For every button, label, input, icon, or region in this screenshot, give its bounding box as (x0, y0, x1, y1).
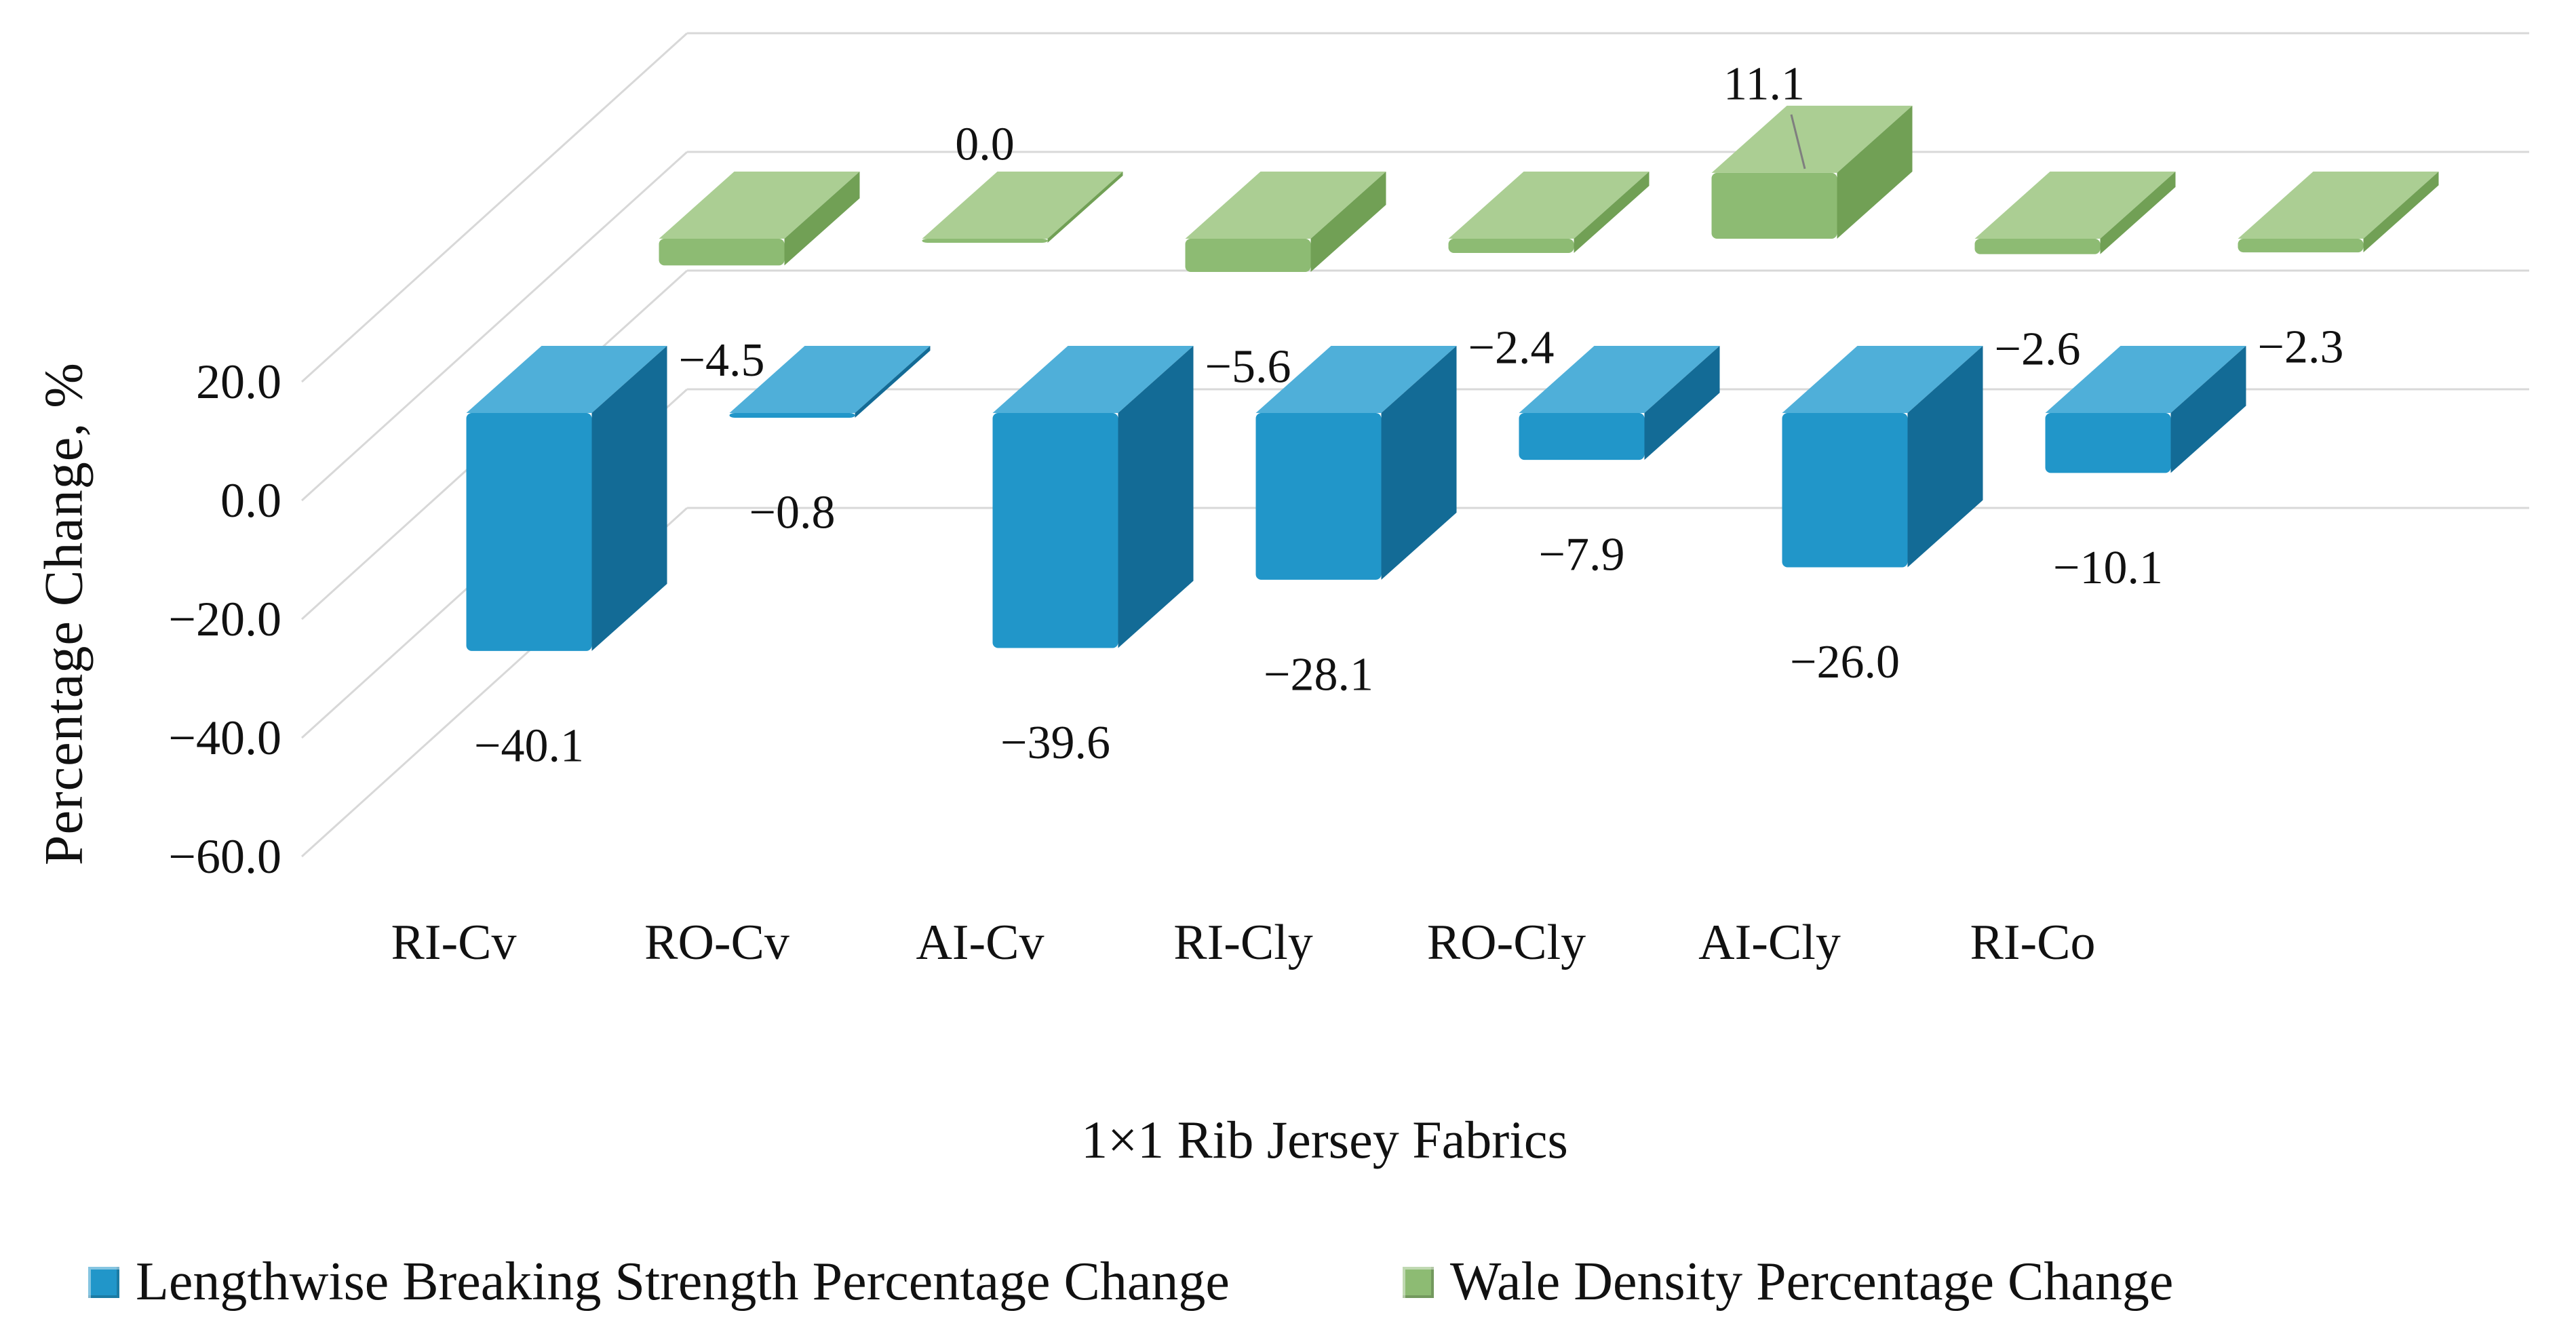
bar-front-face (992, 413, 1118, 648)
data-label: −40.1 (474, 720, 584, 772)
bar-side-face (1047, 172, 1123, 243)
x-axis-category-label: RO-Cly (1427, 915, 1586, 970)
bar-top-face (1255, 346, 1457, 413)
data-label: −39.6 (1000, 717, 1110, 769)
data-label: −4.5 (679, 334, 765, 387)
y-axis-title: Percentage Change, % (34, 362, 94, 865)
bar-front-face (2045, 413, 2171, 473)
bar-side-face (1837, 105, 1913, 239)
data-label: −10.1 (2053, 542, 2163, 594)
bar-side-face (2170, 346, 2246, 473)
bar-front-face (2238, 239, 2364, 253)
bar-top-face (1974, 172, 2176, 239)
bar-front-face (1782, 413, 1908, 568)
bar-top-face (729, 346, 931, 413)
bar-top-face (1185, 172, 1386, 239)
x-axis-category-label: RO-Cv (644, 915, 789, 970)
x-axis-category-label: AI-Cv (916, 915, 1044, 970)
bar-side-face (1381, 346, 1457, 580)
bar-front-face (1711, 172, 1837, 239)
legend-item-breaking-strength: Lengthwise Breaking Strength Percentage … (88, 1251, 1230, 1313)
data-label: −5.6 (1205, 341, 1291, 393)
y-axis-tick-label: 20.0 (196, 355, 281, 409)
bar-front-face (1448, 239, 1574, 253)
bar-front-face (1519, 413, 1645, 460)
bar-front-face (659, 239, 785, 266)
bar-top-face (2045, 346, 2246, 413)
data-label: −28.1 (1264, 648, 1373, 701)
data-label: 11.1 (1723, 58, 1805, 110)
legend-item-wale-density: Wale Density Percentage Change (1402, 1251, 2174, 1313)
x-axis-category-label: RI-Cv (391, 915, 517, 970)
gridline-side-wall (300, 151, 688, 502)
legend-label-breaking-strength: Lengthwise Breaking Strength Percentage … (136, 1252, 1230, 1312)
bar-top-face (992, 346, 1194, 413)
bar-side-face (2100, 172, 2176, 254)
bar-side-face (1907, 346, 1983, 568)
bar-top-face (2238, 172, 2439, 239)
bar-front-face (729, 413, 855, 418)
y-axis-tick-label: −60.0 (168, 829, 281, 884)
y-axis-tick-label: −40.0 (168, 711, 281, 765)
y-axis-tick-label: −20.0 (168, 592, 281, 646)
bar-side-face (784, 172, 860, 266)
legend: Lengthwise Breaking Strength Percentage … (88, 1251, 2173, 1313)
bar-side-face (1118, 346, 1194, 648)
legend-swatch-wale-density-icon (1402, 1266, 1434, 1298)
bar-front-face (466, 413, 592, 651)
x-axis-category-label: RI-Co (1970, 915, 2096, 970)
data-label: 0.0 (955, 119, 1015, 171)
x-axis-category-label: RI-Cly (1173, 915, 1313, 970)
bar-top-face (1448, 172, 1650, 239)
data-label: −7.9 (1539, 529, 1625, 581)
bar-top-face (1782, 346, 1983, 413)
bar-side-face (855, 346, 931, 418)
x-axis-title: 1×1 Rib Jersey Fabrics (1081, 1110, 1568, 1169)
bar-front-face (1185, 239, 1311, 272)
bar-front-face (922, 239, 1048, 243)
bar-front-face (1255, 413, 1382, 580)
bar-top-face (1711, 105, 1913, 173)
bar-top-face (922, 172, 1123, 239)
bar-side-face (1310, 172, 1386, 272)
x-axis-category-label: AI-Cly (1698, 915, 1841, 970)
data-label: −0.8 (749, 487, 836, 539)
data-label: −2.3 (2258, 321, 2344, 374)
gridline-side-wall (300, 32, 688, 383)
bar-top-face (1519, 346, 1720, 413)
bar-top-face (466, 346, 667, 413)
y-axis-tick-label: 0.0 (220, 473, 281, 528)
bar-front-face (1974, 239, 2101, 254)
legend-swatch-breaking-strength-icon (88, 1266, 119, 1298)
legend-label-wale-density: Wale Density Percentage Change (1449, 1252, 2174, 1312)
bar-top-face (659, 172, 860, 239)
data-label: −26.0 (1790, 636, 1900, 688)
data-label: −2.6 (1995, 323, 2081, 375)
bar-side-face (1574, 172, 1650, 253)
bar-side-face (591, 346, 667, 651)
bar-side-face (1644, 346, 1720, 460)
bar-side-face (2363, 172, 2439, 253)
data-label-leader-line (1790, 114, 1806, 170)
data-label: −2.4 (1468, 322, 1555, 374)
